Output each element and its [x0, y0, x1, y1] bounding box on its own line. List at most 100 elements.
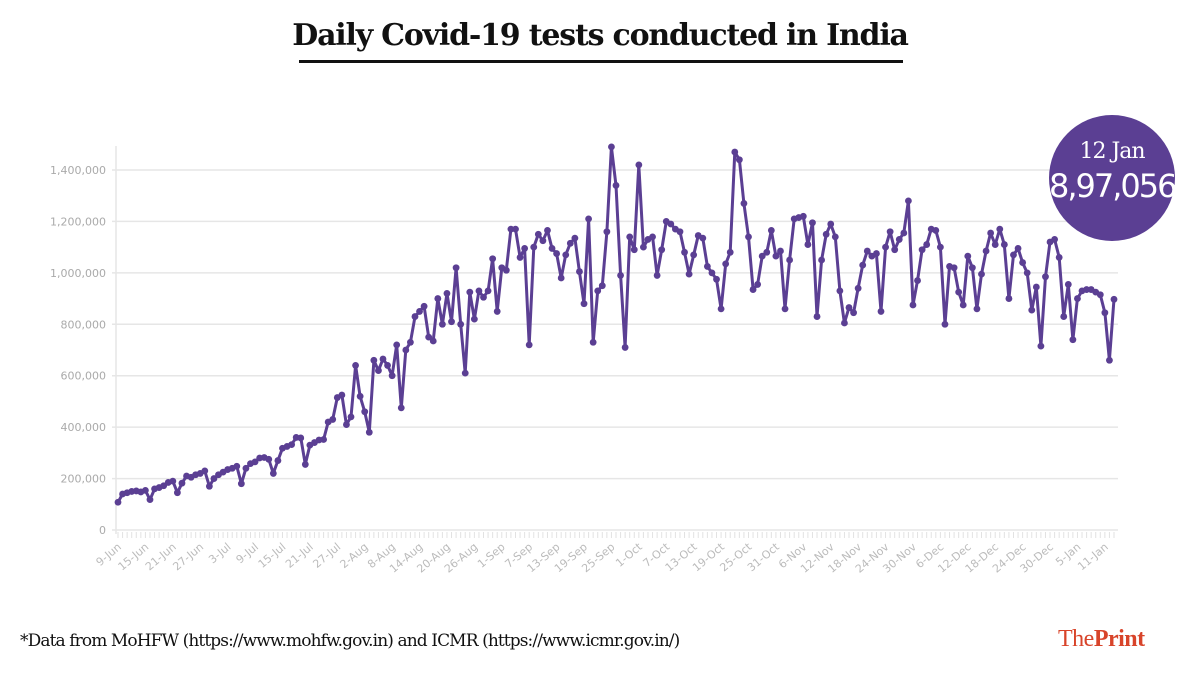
- x-tick-label: 11-Jan: [1075, 540, 1111, 573]
- data-point: [1055, 254, 1063, 261]
- data-point: [425, 333, 433, 341]
- data-point: [571, 234, 579, 242]
- data-point: [320, 436, 327, 443]
- y-tick-label: 1,000,000: [50, 267, 106, 280]
- y-tick-label: 1,200,000: [50, 215, 106, 228]
- data-point: [457, 320, 465, 328]
- data-point: [936, 243, 944, 251]
- data-point: [841, 319, 848, 327]
- data-point: [512, 225, 519, 233]
- data-point: [356, 392, 364, 400]
- data-point: [402, 346, 410, 354]
- grid-lines: [112, 169, 1118, 531]
- data-point: [959, 301, 967, 309]
- x-tick-label: 27-Jun: [170, 540, 206, 573]
- data-point: [653, 272, 661, 279]
- data-point: [617, 272, 624, 279]
- data-point: [461, 369, 469, 377]
- badge-date: 12 Jan: [1079, 139, 1145, 164]
- data-point: [968, 264, 976, 272]
- data-point: [932, 227, 940, 234]
- data-point: [114, 498, 122, 506]
- data-point: [603, 228, 611, 236]
- data-point: [667, 220, 675, 228]
- x-tick-label: 21-Jul: [283, 540, 316, 570]
- data-point: [877, 308, 885, 315]
- data-point: [434, 295, 442, 302]
- data-point: [786, 256, 794, 264]
- data-point: [178, 479, 186, 487]
- data-point: [594, 287, 602, 295]
- data-point: [754, 281, 762, 288]
- data-point: [905, 197, 912, 205]
- data-point: [557, 274, 565, 282]
- x-tick-label: 1-Sep: [475, 540, 508, 570]
- data-point: [822, 230, 830, 238]
- data-point: [1000, 241, 1008, 248]
- data-point: [251, 458, 259, 466]
- data-point: [630, 246, 638, 254]
- data-point: [1037, 342, 1045, 350]
- brand-the: The: [1058, 626, 1094, 652]
- data-point: [845, 304, 853, 311]
- data-point: [703, 263, 711, 270]
- data-point: [621, 344, 629, 351]
- data-point: [649, 233, 656, 241]
- data-point: [699, 234, 707, 242]
- data-point: [242, 464, 250, 472]
- data-point: [142, 487, 149, 494]
- data-point: [265, 455, 273, 463]
- y-tick-label: 1,400,000: [50, 164, 106, 177]
- x-tick-label: 27-Jul: [310, 540, 343, 570]
- data-point: [722, 260, 730, 268]
- data-point: [781, 305, 789, 313]
- data-point: [813, 313, 821, 320]
- data-point: [1064, 281, 1072, 288]
- data-point: [978, 270, 985, 278]
- data-point: [553, 250, 561, 257]
- y-axis: 0 200,000 400,000 600,000 800,000 1,000,000 1,…: [50, 146, 117, 537]
- data-point: [466, 288, 474, 296]
- data-point: [918, 246, 926, 254]
- data-point: [1069, 336, 1077, 344]
- data-point: [681, 248, 688, 256]
- data-point: [169, 477, 177, 485]
- data-point: [297, 434, 305, 442]
- brand-print: Print: [1093, 626, 1145, 652]
- data-point: [731, 148, 739, 156]
- data-point: [502, 266, 510, 274]
- data-point: [370, 356, 378, 364]
- data-point: [347, 413, 355, 421]
- data-point: [525, 341, 533, 349]
- data-point: [411, 313, 419, 320]
- data-point: [443, 290, 451, 297]
- data-point: [384, 362, 391, 369]
- data-point: [548, 245, 556, 252]
- data-point: [809, 219, 816, 227]
- title-underline: [299, 60, 903, 63]
- badge-value: 8,97,056: [1049, 167, 1178, 205]
- data-point: [429, 337, 437, 345]
- data-point: [996, 225, 1004, 233]
- data-point: [886, 228, 894, 236]
- data-point: [708, 269, 716, 277]
- data-point: [772, 252, 780, 260]
- series-daily-tests: [114, 143, 1118, 506]
- data-point: [470, 315, 478, 323]
- data-point: [658, 246, 666, 254]
- data-point: [343, 421, 350, 428]
- data-point: [859, 261, 867, 269]
- latest-value-badge: 12 Jan 8,97,056: [1049, 115, 1178, 241]
- data-point: [749, 286, 757, 293]
- data-point: [982, 247, 990, 255]
- data-point: [836, 287, 844, 295]
- data-point: [735, 156, 743, 164]
- data-point: [854, 284, 862, 292]
- data-point: [882, 243, 889, 251]
- data-point: [804, 241, 812, 248]
- data-point: [1060, 313, 1068, 320]
- y-tick-label: 400,000: [61, 421, 107, 434]
- data-point: [1106, 356, 1113, 364]
- x-tick-label: 3-Jul: [206, 540, 233, 566]
- data-point: [1101, 309, 1109, 317]
